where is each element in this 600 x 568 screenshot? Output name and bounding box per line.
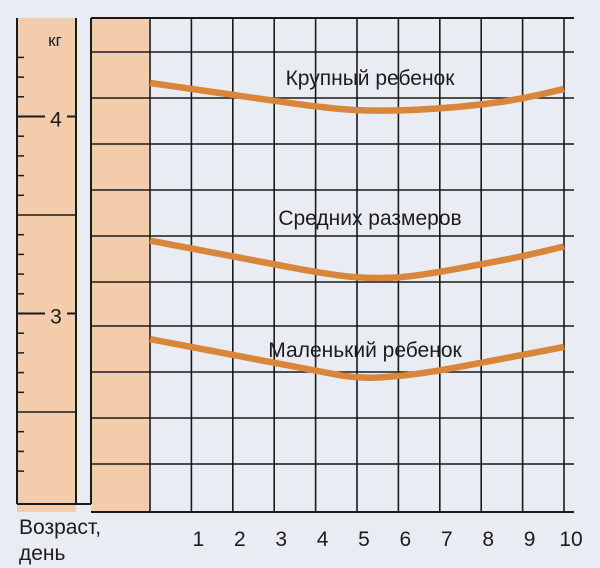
x-tick-label: 4 [317,528,329,551]
x-tick-label: 6 [400,528,412,551]
y-unit-label: кг [48,31,62,50]
x-tick-label: 3 [275,528,287,551]
series-line-2 [149,335,565,381]
x-tick-label: 7 [441,528,453,551]
x-tick-label: 8 [482,528,494,551]
x-tick-label: 2 [234,528,246,551]
series-label-0: Крупный ребенок [286,67,456,90]
series-line-1 [149,237,565,282]
y-tick-label: 3 [50,306,62,329]
series-label-2: Маленький ребенок [268,339,462,362]
x-tick-label: 1 [193,528,205,551]
text-labels: Крупный ребенок Средних размеров Маленький… [19,31,583,565]
series-line-0 [149,79,565,114]
x-tick-label: 9 [524,528,536,551]
x-axis-title-line1: Возраст, [19,516,101,539]
plot-grid [16,17,574,513]
x-axis-title-line2: день [19,542,66,565]
series-label-1: Средних размеров [278,207,461,230]
x-tick-label: 10 [559,528,582,551]
y-tick-label: 4 [50,109,62,132]
y-tick-label-bg [45,105,67,130]
ruler-panel [17,18,149,512]
ruler-gap [76,18,91,512]
x-tick-label: 5 [358,528,370,551]
y-tick-label-bg [45,302,67,327]
series-lines [149,79,565,381]
